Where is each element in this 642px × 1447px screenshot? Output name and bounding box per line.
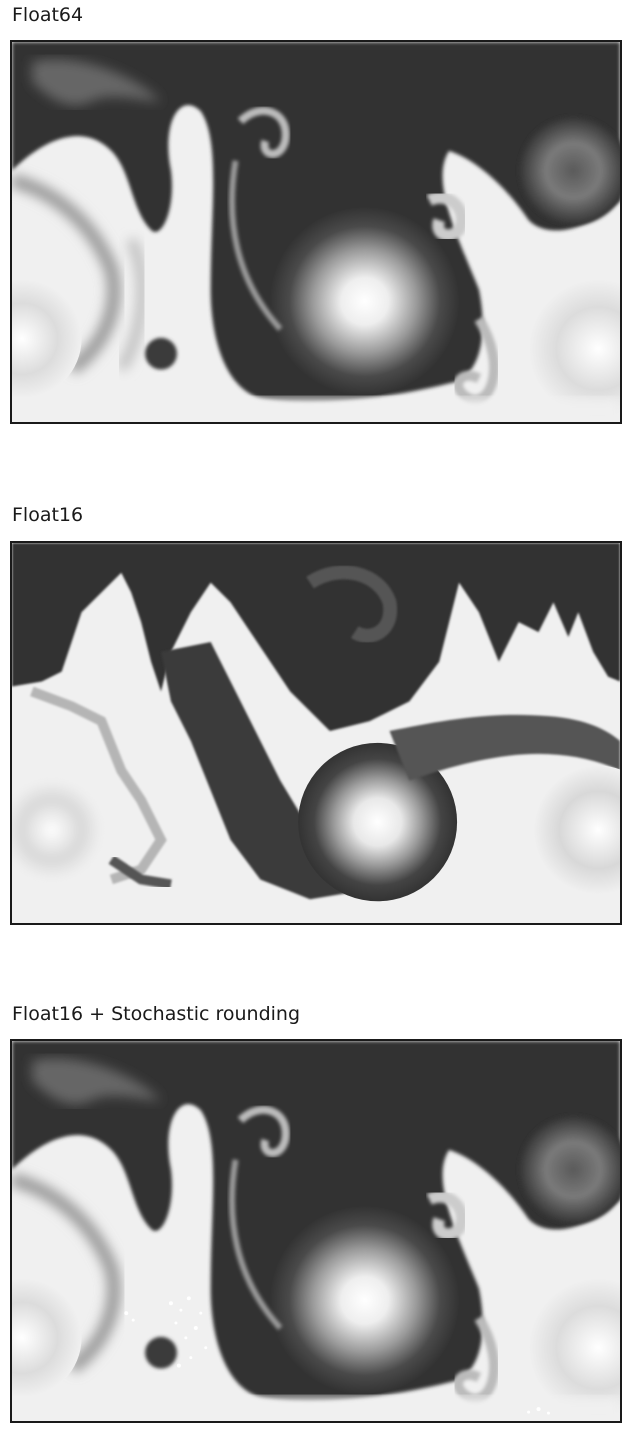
simulation-image-float64 bbox=[10, 40, 622, 424]
panel-title-float16: Float16 bbox=[12, 504, 84, 526]
panel-title-float16-stochastic: Float16 + Stochastic rounding bbox=[12, 1003, 301, 1025]
vorticity-field-float16-stochastic bbox=[12, 1041, 620, 1421]
rounding-speckles bbox=[124, 1296, 550, 1415]
simulation-image-float16-stochastic bbox=[10, 1039, 622, 1423]
panel-title-float64: Float64 bbox=[12, 4, 84, 26]
simulation-image-float16 bbox=[10, 541, 622, 925]
vorticity-field-float64 bbox=[12, 42, 620, 422]
vorticity-field-float16 bbox=[12, 543, 620, 923]
